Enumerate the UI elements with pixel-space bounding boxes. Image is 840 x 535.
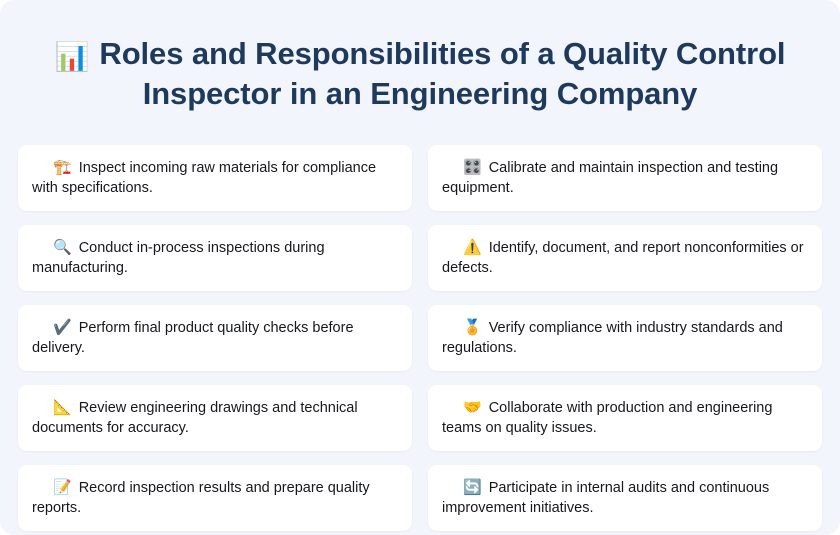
responsibility-card-text: 📝 Record inspection results and prepare q… [32,479,370,516]
responsibility-card: 🔍 Conduct in-process inspections during m… [18,225,412,291]
responsibility-card: 🔄 Participate in internal audits and cont… [428,465,822,531]
responsibility-card: 🏅 Verify compliance with industry standar… [428,305,822,371]
responsibility-card-text: 🏅 Verify compliance with industry standar… [442,319,783,356]
memo-icon: 📝 [53,479,72,496]
responsibility-card-label: Review engineering drawings and technica… [32,400,358,436]
responsibility-card: 📝 Record inspection results and prepare q… [18,465,412,531]
responsibility-card-label: Record inspection results and prepare qu… [32,480,370,516]
responsibility-card: ✔️ Perform final product quality checks b… [18,305,412,371]
responsibility-card-text: ⚠️ Identify, document, and report nonconf… [442,239,804,276]
responsibility-card: ⚠️ Identify, document, and report nonconf… [428,225,822,291]
responsibility-card-text: 🏗️ Inspect incoming raw materials for com… [32,159,377,196]
title-row: 📊 Roles and Responsibilities of a Quality… [40,34,800,115]
construction-crane-icon: 🏗️ [53,159,72,176]
responsibility-card: 📐 Review engineering drawings and technic… [18,385,412,451]
check-mark-icon: ✔️ [53,319,72,336]
responsibility-card-label: Participate in internal audits and conti… [442,480,770,516]
responsibility-card-label: Calibrate and maintain inspection and te… [442,160,779,196]
responsibility-card-text: 🔄 Participate in internal audits and cont… [442,479,770,516]
responsibility-card-text: 🔍 Conduct in-process inspections during m… [32,239,325,276]
responsibility-card-text: ✔️ Perform final product quality checks b… [32,319,354,356]
responsibility-card-label: Conduct in-process inspections during ma… [32,240,325,276]
responsibility-card-text: 📐 Review engineering drawings and technic… [32,399,358,436]
responsibility-card-label: Inspect incoming raw materials for compl… [32,160,377,196]
triangular-ruler-icon: 📐 [53,399,72,416]
handshake-icon: 🤝 [463,399,482,416]
responsibility-card-text: 🎛️ Calibrate and maintain inspection and … [442,159,779,196]
responsibility-card-label: Perform final product quality checks bef… [32,320,354,356]
magnifying-glass-icon: 🔍 [53,239,72,256]
control-knobs-icon: 🎛️ [463,159,482,176]
responsibility-card-grid: 🏗️ Inspect incoming raw materials for com… [18,145,822,531]
bar-chart-icon: 📊 [54,41,90,72]
page-title: Roles and Responsibilities of a Quality … [99,36,786,112]
responsibility-card-label: Collaborate with production and engineer… [442,400,773,436]
responsibility-card: 🏗️ Inspect incoming raw materials for com… [18,145,412,211]
warning-triangle-icon: ⚠️ [463,239,482,256]
medal-icon: 🏅 [463,319,482,336]
responsibility-card: 🤝 Collaborate with production and enginee… [428,385,822,451]
responsibility-card: 🎛️ Calibrate and maintain inspection and … [428,145,822,211]
responsibility-card-text: 🤝 Collaborate with production and enginee… [442,399,773,436]
responsibility-card-label: Verify compliance with industry standard… [442,320,783,356]
counterclockwise-arrows-icon: 🔄 [463,479,482,496]
responsibility-card-label: Identify, document, and report nonconfor… [442,240,804,276]
page-header: 📊 Roles and Responsibilities of a Quality… [0,0,840,115]
